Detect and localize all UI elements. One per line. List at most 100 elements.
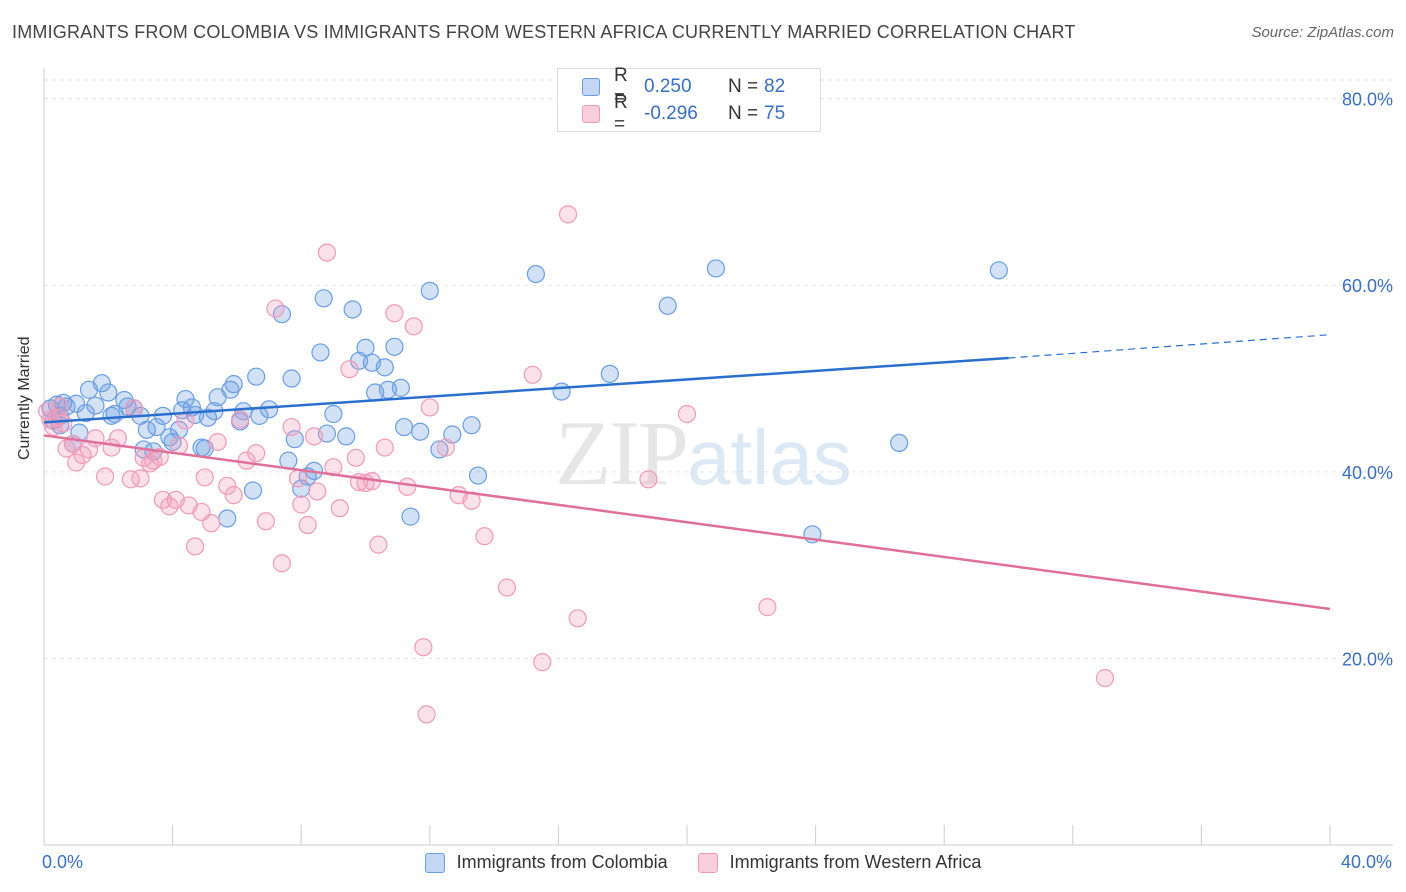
western-africa-point xyxy=(677,404,697,424)
western-africa-point xyxy=(533,653,552,672)
western-africa-point xyxy=(568,609,587,628)
x-tick-label-min: 0.0% xyxy=(42,852,84,872)
western-africa-point xyxy=(95,467,115,486)
western-africa-point xyxy=(224,486,243,505)
n-label: N = xyxy=(728,76,759,97)
western-africa-point xyxy=(124,399,144,418)
western-africa-point xyxy=(414,638,433,657)
colombia-point xyxy=(420,281,439,300)
colombia-point xyxy=(198,408,218,427)
colombia-point xyxy=(401,507,420,526)
colombia-point xyxy=(221,380,240,399)
colombia-point xyxy=(147,417,166,437)
colombia-point xyxy=(99,383,118,402)
colombia-point xyxy=(526,264,545,284)
colombia-point xyxy=(375,358,394,377)
western-africa-point xyxy=(186,537,205,556)
r-value-colombia: 0.250 xyxy=(644,76,692,97)
western-africa-point xyxy=(398,477,417,496)
western-africa-point xyxy=(497,578,517,597)
western-africa-point xyxy=(288,469,308,488)
western-africa-point xyxy=(140,454,160,473)
watermark: ZIPatlas xyxy=(555,402,852,504)
western-africa-point xyxy=(308,482,327,501)
western-africa-point xyxy=(417,705,436,724)
western-africa-point xyxy=(131,469,150,488)
western-africa-point xyxy=(436,438,455,457)
legend-label-colombia: Immigrants from Colombia xyxy=(456,852,668,872)
western-africa-point xyxy=(404,317,423,336)
colombia-point xyxy=(118,397,137,416)
colombia-point xyxy=(600,364,619,383)
series-legend: Immigrants from Colombia Immigrants from… xyxy=(0,852,1406,873)
western-africa-point xyxy=(218,476,237,495)
colombia-point xyxy=(259,400,279,419)
western-africa-point xyxy=(369,535,388,554)
colombia-point xyxy=(247,367,266,386)
y-axis-label: Currently Married xyxy=(16,336,33,460)
western-africa-point xyxy=(247,444,266,463)
y-tick-label: 40.0% xyxy=(1342,463,1393,483)
colombia-legend-swatch xyxy=(424,852,445,873)
western-africa-point xyxy=(292,495,311,514)
colombia-point xyxy=(989,261,1008,280)
western-africa-trend-line xyxy=(43,434,1331,611)
stats-legend: R = 0.250 N = 82 R = -0.296 N = 75 xyxy=(557,65,821,135)
colombia-point xyxy=(706,259,726,278)
western-africa-point xyxy=(272,554,292,573)
x-tick-label-max: 40.0% xyxy=(1340,852,1392,872)
colombia-point xyxy=(86,396,105,415)
western-africa-point xyxy=(153,490,173,509)
colombia-trend-extension xyxy=(1008,334,1331,359)
colombia-point xyxy=(343,300,362,319)
western-africa-point xyxy=(208,432,227,452)
colombia-point xyxy=(391,378,410,397)
western-africa-point xyxy=(330,499,349,518)
western-africa-point xyxy=(758,598,777,617)
legend-row-western-africa: R = -0.296 N = 75 xyxy=(582,92,785,135)
western-africa-point xyxy=(385,304,404,323)
western-africa-point xyxy=(420,398,439,417)
western-africa-point xyxy=(298,515,317,535)
n-value-colombia: 82 xyxy=(764,76,786,97)
source-label: Source: ZipAtlas.com xyxy=(1251,24,1394,41)
western-africa-swatch xyxy=(582,105,600,123)
legend-item-western-africa: Immigrants from Western Africa xyxy=(697,852,982,873)
colombia-point xyxy=(411,422,430,441)
western-africa-point xyxy=(1095,668,1115,688)
y-tick-label: 60.0% xyxy=(1342,276,1393,296)
western-africa-point xyxy=(256,512,275,531)
colombia-point xyxy=(311,343,330,362)
colombia-point xyxy=(430,440,449,459)
western-africa-point xyxy=(160,497,179,516)
chart-title: IMMIGRANTS FROM COLOMBIA VS IMMIGRANTS F… xyxy=(12,22,1076,42)
western-africa-point xyxy=(346,448,365,467)
western-africa-point xyxy=(231,410,250,429)
western-africa-point xyxy=(317,243,337,262)
colombia-point xyxy=(314,289,333,308)
legend-row-colombia: R = 0.250 N = 82 xyxy=(582,65,786,108)
y-tick-label: 80.0% xyxy=(1342,90,1393,110)
n-label: N = xyxy=(728,103,759,124)
western-africa-point xyxy=(523,365,542,384)
colombia-trend-line xyxy=(43,356,1009,424)
western-africa-point xyxy=(266,299,285,318)
y-tick-label: 20.0% xyxy=(1342,649,1393,669)
colombia-point xyxy=(169,420,189,439)
western-africa-point xyxy=(121,470,140,489)
western-africa-point xyxy=(195,468,214,487)
western-africa-point xyxy=(475,527,494,546)
colombia-point xyxy=(102,406,121,425)
western-africa-point xyxy=(558,205,578,224)
western-africa-legend-swatch xyxy=(697,852,718,873)
r-label: R = xyxy=(614,92,628,135)
colombia-point xyxy=(385,337,404,356)
western-africa-point xyxy=(67,453,86,472)
colombia-point xyxy=(218,509,237,528)
legend-label-western-africa: Immigrants from Western Africa xyxy=(729,852,982,872)
western-africa-point xyxy=(304,427,324,446)
colombia-point xyxy=(243,481,263,500)
western-africa-point xyxy=(108,429,128,448)
western-africa-point xyxy=(54,414,73,433)
